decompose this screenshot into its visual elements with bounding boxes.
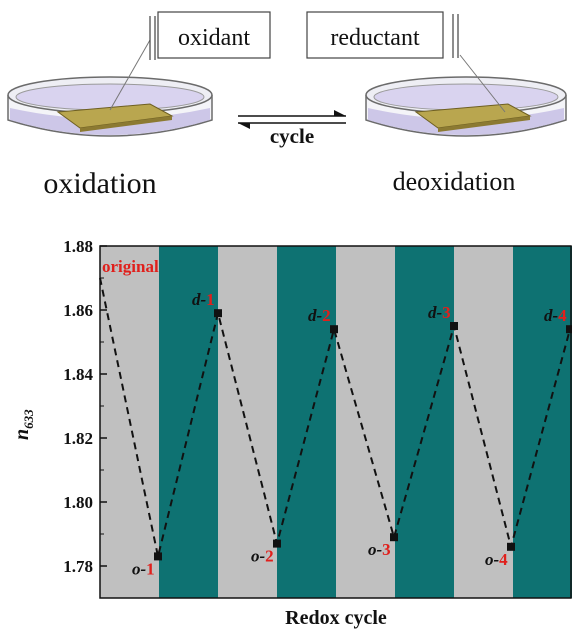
data-points <box>154 309 572 561</box>
point-labels: original o-1 d-1 o-2 d-2 o-3 d-3 o-4 d-4 <box>102 257 567 578</box>
equilibrium-arrows-icon <box>238 110 346 129</box>
y-axis: 1.78 1.80 1.82 1.84 1.86 1.88 <box>63 237 107 576</box>
point-label: o-2 <box>251 547 274 566</box>
data-point <box>566 325 572 334</box>
right-dish <box>365 76 567 137</box>
oxidant-label: oxidant <box>178 25 250 51</box>
data-point <box>154 552 162 561</box>
y-tick-label: 1.84 <box>63 365 93 384</box>
data-point <box>214 309 222 318</box>
data-point <box>450 322 458 330</box>
point-label: original <box>102 257 159 276</box>
oxidant-box <box>157 11 271 59</box>
data-point <box>390 533 398 542</box>
band <box>159 246 219 598</box>
point-label: o-3 <box>368 540 391 559</box>
y-tick-label: 1.86 <box>63 301 93 320</box>
background-bands <box>100 246 572 598</box>
band <box>454 246 514 598</box>
band <box>218 246 278 598</box>
y-axis-label: n633 <box>11 409 36 440</box>
reductant-box <box>306 11 444 59</box>
plot-frame <box>99 245 572 599</box>
point-label: o-1 <box>132 559 155 578</box>
y-tick-label: 1.78 <box>63 557 93 576</box>
band <box>277 246 337 598</box>
deoxidation-caption: deoxidation <box>393 167 516 196</box>
y-axis-label-main: n <box>11 429 33 440</box>
band <box>395 246 455 598</box>
data-point <box>273 539 281 548</box>
x-axis-label: Redox cycle <box>285 607 387 629</box>
point-label: d-3 <box>428 303 451 322</box>
schematic: oxidant reductant cycle oxidation deoxid… <box>7 11 567 200</box>
point-label: d-4 <box>544 306 567 325</box>
y-axis-label-sub: 633 <box>21 409 36 429</box>
y-tick-label: 1.80 <box>63 493 93 512</box>
data-point <box>330 325 338 334</box>
chart: original o-1 d-1 o-2 d-2 o-3 d-3 o-4 d-4 1.78 1.8… <box>11 237 572 629</box>
y-tick-label: 1.88 <box>63 237 93 256</box>
left-dish <box>7 76 213 137</box>
band <box>336 246 396 598</box>
point-label: o-4 <box>485 550 508 569</box>
point-label: d-1 <box>192 290 215 309</box>
y-tick-label: 1.82 <box>63 429 93 448</box>
oxidation-caption: oxidation <box>43 167 156 200</box>
cycle-label: cycle <box>270 124 314 148</box>
data-point <box>507 542 515 551</box>
reductant-label: reductant <box>330 25 420 51</box>
band <box>513 246 572 598</box>
point-label: d-2 <box>308 306 331 325</box>
